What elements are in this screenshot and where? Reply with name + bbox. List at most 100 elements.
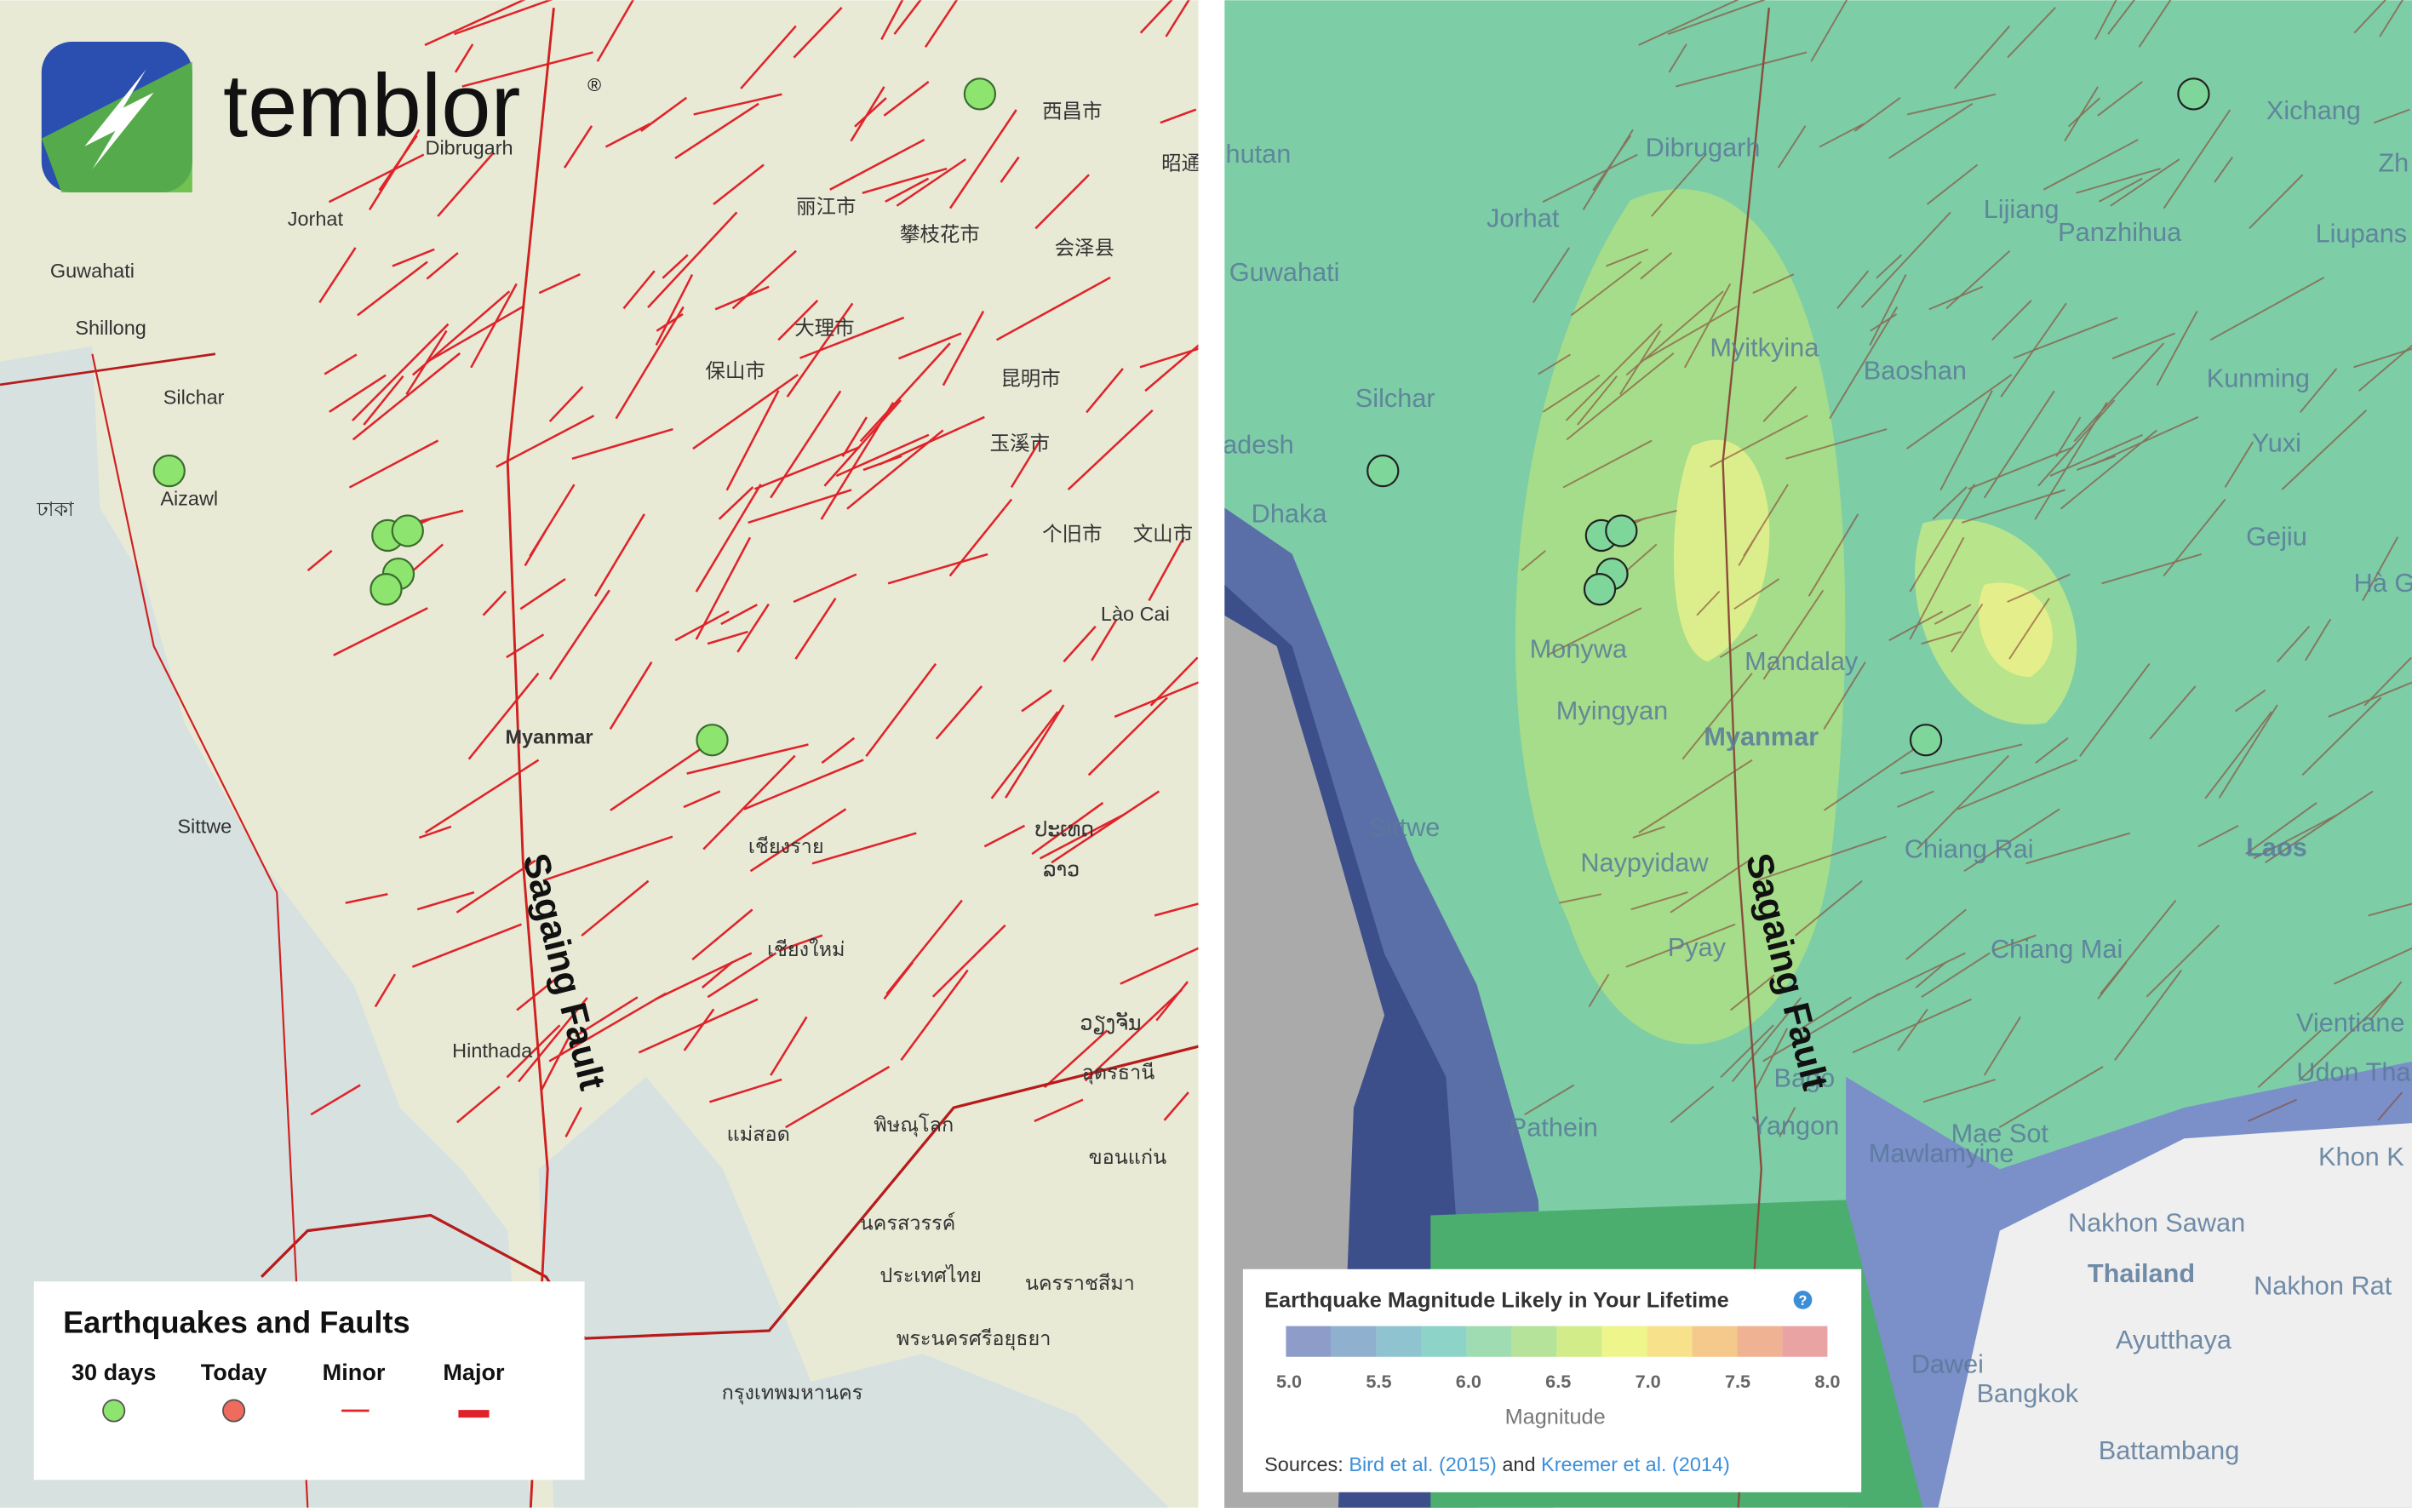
scale-swatch: [1331, 1326, 1377, 1357]
fault-line: [935, 685, 983, 740]
place-label: Pathein: [1510, 1112, 1598, 1142]
fault-line: [655, 952, 753, 1000]
fault-line: [885, 177, 930, 203]
fault-line: [702, 754, 796, 850]
fault-line: [1777, 125, 1807, 169]
fault-line: [544, 835, 673, 881]
legend-label: Major: [443, 1359, 505, 1385]
fault-line: [777, 299, 819, 341]
place-label: Mae Sot: [1951, 1119, 2049, 1148]
fault-line: [1752, 273, 1795, 295]
fault-line: [506, 633, 545, 659]
fault-line: [1566, 352, 1675, 441]
fault-line: [2107, 0, 2135, 35]
logo-text: temblor: [223, 56, 520, 156]
place-label: เชียงราย: [748, 835, 824, 857]
earthquake-marker[interactable]: [1583, 573, 1617, 606]
fault-line: [1897, 1008, 1928, 1051]
earthquake-marker[interactable]: [963, 77, 997, 111]
earthquake-marker[interactable]: [152, 454, 186, 488]
fault-line: [1148, 536, 1185, 602]
fault-line: [683, 790, 721, 809]
fault-line: [548, 992, 667, 1062]
fault-line: [2204, 711, 2272, 799]
fault-line: [662, 254, 689, 279]
place-label: Nakhon Sawan: [2068, 1207, 2245, 1237]
fault-line: [575, 996, 639, 1038]
fault-line: [1730, 974, 1775, 1011]
earthquake-marker[interactable]: [391, 514, 424, 547]
fault-line: [318, 247, 357, 304]
earthquake-marker[interactable]: [1605, 514, 1638, 547]
place-label: Udon Tha: [2296, 1057, 2411, 1086]
place-label: Chiang Mai: [1991, 934, 2123, 964]
fault-line: [2077, 455, 2116, 471]
fault-line: [2374, 108, 2410, 124]
fault-line: [1738, 527, 1762, 566]
sources-join: and: [1502, 1453, 1535, 1475]
earthquake-marker[interactable]: [1366, 454, 1400, 488]
fault-line: [1139, 347, 1199, 369]
source-link[interactable]: Bird et al. (2015): [1349, 1453, 1497, 1475]
place-label: Bangkok: [1977, 1378, 2079, 1408]
place-label: พระนครศรีอยุธยา: [897, 1327, 1051, 1350]
fault-line: [1921, 631, 1962, 645]
earthquake-marker[interactable]: [370, 573, 403, 606]
source-link[interactable]: Kreemer et al. (2014): [1541, 1453, 1730, 1475]
fault-line: [416, 891, 475, 911]
fault-line: [426, 252, 459, 280]
fault-line: [2111, 332, 2175, 360]
fault-line: [2301, 696, 2382, 776]
fault-line: [793, 6, 843, 59]
fault-line: [2094, 0, 2117, 40]
fault-line: [846, 429, 944, 510]
fault-line: [411, 923, 522, 968]
scale-swatch: [1782, 1326, 1828, 1357]
fault-line: [1542, 374, 1601, 413]
legend-label: 30 days: [72, 1359, 156, 1385]
fault-line: [820, 401, 895, 520]
earthquake-marker[interactable]: [2177, 77, 2210, 111]
fault-line: [880, 0, 904, 41]
fault-line: [707, 952, 777, 999]
fault-line: [2369, 981, 2403, 1022]
fault-line: [2100, 899, 2177, 995]
fault-line: [1808, 513, 1859, 597]
fault-line: [793, 573, 857, 604]
fault-line: [581, 879, 650, 937]
scale-tick-label: 7.5: [1725, 1371, 1750, 1392]
fault-line: [1991, 934, 2037, 952]
fault-line: [1836, 270, 1870, 309]
fault-line: [1810, 0, 1848, 62]
fault-line: [748, 489, 852, 524]
fault-line: [1762, 589, 1825, 680]
place-label: Dawei: [1911, 1349, 1984, 1379]
place-label: 攀枝花市: [900, 223, 980, 245]
right-map: Dibrugarh Jorhat Guwahati Silchar Dhaka adesh…: [1224, 0, 2412, 1508]
fault-line: [352, 323, 450, 421]
fault-line: [1120, 947, 1199, 985]
fault-line: [1165, 0, 1190, 37]
place-label: Ayutthaya: [2116, 1325, 2232, 1354]
fault-line: [1897, 790, 1934, 808]
place-label: Silchar: [163, 386, 225, 408]
fault-line: [707, 630, 748, 645]
place-label: Monywa: [1530, 634, 1628, 664]
fault-line: [1039, 813, 1125, 860]
fault-line: [1651, 152, 1707, 217]
fault-line: [352, 352, 461, 441]
fault-line: [1720, 1024, 1774, 1079]
fault-line: [1562, 439, 1653, 489]
place-label: 玉溪市: [990, 432, 1050, 455]
scale-swatch: [1737, 1326, 1783, 1357]
fault-line: [1021, 689, 1052, 713]
fault-line: [1570, 261, 1642, 317]
place-label: Lào Cai: [1101, 603, 1170, 625]
fault-line: [1524, 1084, 1575, 1115]
earthquake-marker[interactable]: [696, 724, 729, 757]
fault-line: [1719, 633, 1758, 658]
fault-line: [1939, 390, 1993, 491]
fault-line: [2328, 681, 2412, 718]
help-icon[interactable]: ?: [1799, 1293, 1808, 1309]
earthquake-marker[interactable]: [1909, 724, 1943, 757]
